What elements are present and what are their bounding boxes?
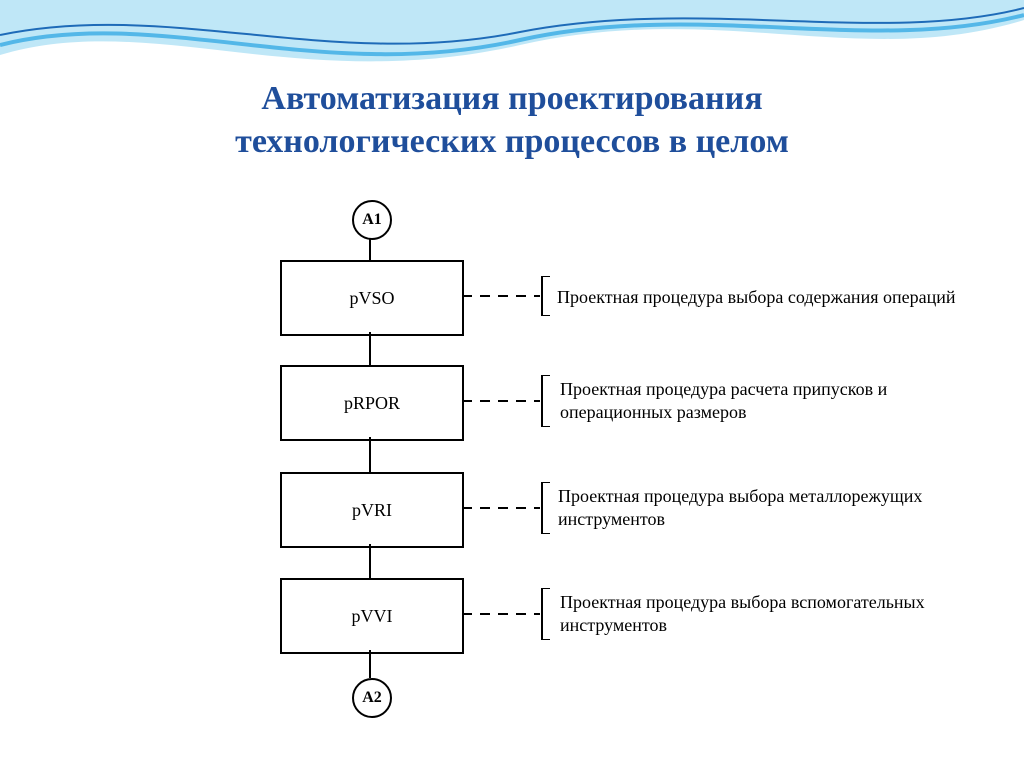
node-pvri: pVRI	[280, 472, 464, 548]
node-pvvi: pVVI	[280, 578, 464, 654]
title-line-1: Автоматизация проектирования	[261, 80, 762, 117]
node-desc: Проектная процедура выбора содержания оп…	[557, 286, 1024, 309]
title-line-2: технологических процессов в целом	[235, 123, 789, 160]
node-desc: Проектная процедура выбора металлорежущи…	[558, 485, 998, 530]
dash-and-bracket	[462, 482, 562, 534]
node-desc: Проектная процедура выбора вспомогательн…	[560, 591, 1000, 636]
connector	[369, 238, 371, 260]
end-node: A2	[352, 678, 392, 718]
node-pvso: pVSO	[280, 260, 464, 336]
connector	[369, 544, 371, 578]
connector	[369, 437, 371, 472]
start-label: A1	[362, 211, 382, 228]
flow-diagram: A1 pVSO pRPOR pVRI pVVI A2	[0, 200, 1024, 740]
node-code: pVVI	[352, 606, 393, 627]
node-desc: Проектная процедура расчета припусков ио…	[560, 378, 1000, 423]
node-code: pVRI	[352, 500, 392, 521]
connector	[369, 332, 371, 365]
dash-and-bracket	[462, 588, 562, 640]
node-prpor: pRPOR	[280, 365, 464, 441]
slide: Автоматизация проектирования технологиче…	[0, 0, 1024, 767]
end-label: A2	[362, 689, 382, 706]
dash-and-bracket	[462, 276, 562, 316]
start-node: A1	[352, 200, 392, 240]
connector	[369, 650, 371, 678]
dash-and-bracket	[462, 375, 562, 427]
slide-title: Автоматизация проектирования технологиче…	[0, 78, 1024, 163]
node-code: pRPOR	[344, 393, 400, 414]
node-code: pVSO	[349, 288, 394, 309]
